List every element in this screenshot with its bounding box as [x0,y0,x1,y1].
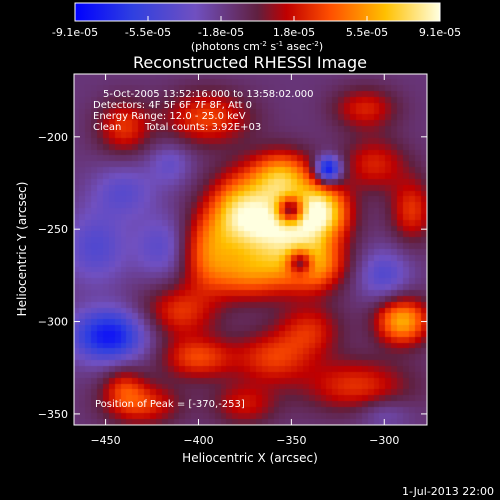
x-tick-label: −300 [369,434,399,447]
colorbar-tick-label: 9.1e-05 [419,26,461,39]
heatmap-image [74,74,427,425]
x-tick-label: −400 [183,434,213,447]
plot-frame [73,73,428,426]
colorbar-tick-label: -9.1e-05 [52,26,98,39]
x-tick-label: −350 [276,434,306,447]
colorbar [74,2,441,22]
colorbar-tick-label: -1.8e-05 [198,26,244,39]
annotation-clean: Clean [93,122,121,133]
chart-title: Reconstructed RHESSI Image [133,53,367,72]
y-axis-ticks: −350 −300 −250 −200 [38,131,427,421]
annotation-time: 5-Oct-2005 13:52:16.000 to 13:58:02.000 [103,89,314,100]
annotation-energy: Energy Range: 12.0 - 25.0 keV [93,111,246,122]
colorbar-tick-label: 1.8e-05 [273,26,315,39]
x-axis-title: Heliocentric X (arcsec) [182,451,318,465]
annotations: 5-Oct-2005 13:52:16.000 to 13:58:02.000 … [93,89,314,410]
annotation-counts: Total counts: 3.92E+03 [144,122,261,133]
annotation-detectors: Detectors: 4F 5F 6F 7F 8F, Att 0 [93,100,252,111]
colorbar-tick-label: -5.5e-05 [125,26,171,39]
y-tick-label: −250 [38,223,68,236]
colorbar-unit-label: (photons cm-2 s-1 asec-2) [191,40,323,53]
y-tick-label: −350 [38,408,68,421]
footer-date: 1-Jul-2013 22:00 [402,485,494,498]
colorbar-ticks: -9.1e-05 -5.5e-05 -1.8e-05 1.8e-05 5.5e-05 9.… [52,16,461,39]
colorbar-tick-label: 5.5e-05 [346,26,388,39]
y-tick-label: −300 [38,316,68,329]
x-axis-ticks: −450 −400 −350 −300 [90,74,399,447]
annotation-peak: Position of Peak = [-370,-253] [95,399,245,410]
y-axis-title: Heliocentric Y (arcsec) [15,182,29,317]
x-tick-label: −450 [90,434,120,447]
y-tick-label: −200 [38,131,68,144]
